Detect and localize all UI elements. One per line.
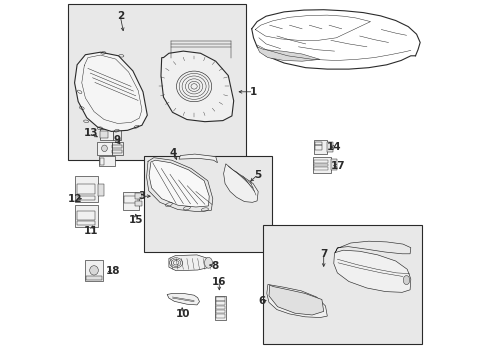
- Bar: [112, 150, 122, 153]
- Text: 14: 14: [326, 142, 341, 152]
- Polygon shape: [266, 284, 326, 318]
- Bar: [101, 131, 108, 138]
- Text: 1: 1: [249, 87, 257, 97]
- Polygon shape: [268, 285, 323, 315]
- Polygon shape: [223, 164, 258, 202]
- Bar: [330, 159, 337, 170]
- Text: 4: 4: [169, 148, 177, 158]
- Bar: [123, 196, 137, 203]
- Bar: [86, 276, 102, 280]
- Bar: [215, 314, 224, 318]
- Bar: [85, 260, 102, 281]
- Ellipse shape: [89, 266, 98, 275]
- Text: 7: 7: [319, 249, 327, 259]
- Bar: [112, 142, 122, 155]
- Bar: [399, 274, 408, 284]
- Text: 12: 12: [67, 194, 81, 204]
- Bar: [215, 296, 225, 320]
- Bar: [215, 297, 224, 301]
- Bar: [313, 167, 328, 170]
- Ellipse shape: [403, 276, 409, 284]
- Text: 6: 6: [258, 296, 265, 306]
- Bar: [100, 158, 104, 165]
- Bar: [97, 142, 112, 155]
- Polygon shape: [333, 250, 410, 292]
- Bar: [77, 211, 95, 220]
- Bar: [134, 193, 142, 199]
- Bar: [215, 306, 224, 309]
- Ellipse shape: [102, 145, 107, 152]
- Text: 9: 9: [113, 135, 120, 145]
- Text: 11: 11: [84, 226, 99, 236]
- Bar: [68, 4, 246, 160]
- Text: 15: 15: [128, 215, 142, 225]
- Polygon shape: [168, 255, 210, 271]
- Polygon shape: [257, 47, 320, 61]
- Bar: [77, 196, 95, 200]
- Text: 16: 16: [212, 276, 226, 287]
- Bar: [112, 145, 122, 148]
- Bar: [387, 271, 397, 282]
- Bar: [113, 129, 121, 140]
- Bar: [294, 302, 301, 310]
- Bar: [99, 156, 115, 166]
- Bar: [77, 221, 95, 225]
- Bar: [122, 192, 139, 210]
- Bar: [326, 142, 332, 152]
- Bar: [312, 305, 319, 312]
- Bar: [313, 140, 326, 154]
- Bar: [77, 184, 95, 194]
- Text: 17: 17: [330, 161, 345, 171]
- Polygon shape: [167, 293, 199, 305]
- Polygon shape: [75, 52, 147, 131]
- Bar: [313, 164, 328, 166]
- Bar: [314, 142, 321, 145]
- Bar: [263, 225, 421, 344]
- Bar: [359, 263, 368, 274]
- Bar: [312, 157, 330, 173]
- Polygon shape: [149, 160, 209, 207]
- Text: 2: 2: [117, 11, 123, 21]
- Bar: [314, 145, 321, 150]
- Bar: [303, 303, 310, 311]
- Bar: [134, 201, 142, 206]
- Bar: [313, 160, 328, 163]
- Bar: [75, 205, 98, 227]
- Text: 18: 18: [105, 266, 120, 276]
- Polygon shape: [161, 51, 233, 122]
- Ellipse shape: [204, 257, 212, 268]
- Bar: [100, 129, 113, 140]
- Text: 13: 13: [83, 128, 98, 138]
- Bar: [215, 310, 224, 313]
- Bar: [373, 267, 382, 278]
- Bar: [144, 156, 272, 252]
- Bar: [215, 301, 224, 305]
- Text: 5: 5: [254, 170, 261, 180]
- Bar: [285, 299, 292, 307]
- Bar: [75, 176, 98, 202]
- Text: 10: 10: [175, 309, 189, 319]
- Polygon shape: [179, 154, 217, 163]
- Text: 8: 8: [211, 261, 218, 271]
- Bar: [276, 295, 283, 303]
- Bar: [346, 257, 354, 268]
- Text: 3: 3: [138, 191, 145, 201]
- Bar: [98, 184, 104, 196]
